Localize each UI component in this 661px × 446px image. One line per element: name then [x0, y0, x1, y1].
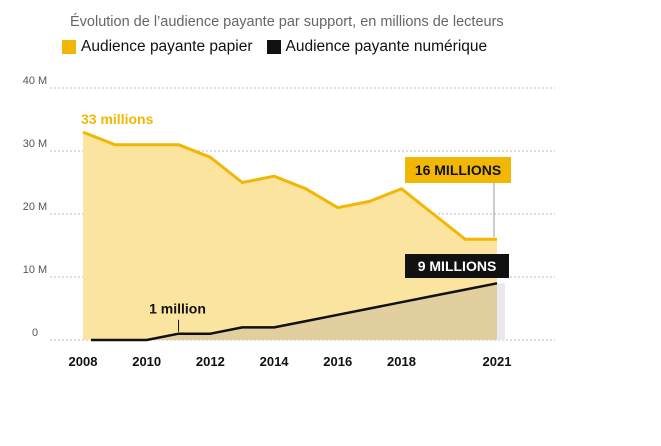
- area-digital: [83, 283, 497, 340]
- line-digital: [91, 282, 498, 342]
- y-tick-label-10: 10 M: [23, 264, 47, 276]
- x-tick-label-2018: 2018: [387, 354, 416, 369]
- annotation-box-paper-end: [405, 157, 511, 183]
- y-tick-label-30: 30 M: [23, 138, 47, 150]
- annotation-box-digital-end: [405, 254, 509, 278]
- annotation-paper-end: 16 MILLIONS: [415, 162, 501, 178]
- legend-item-digital: Audience payante numérique: [266, 38, 488, 56]
- x-tick-label-2016: 2016: [323, 354, 352, 369]
- y-tick-label-20: 20 M: [23, 201, 47, 213]
- x-tick-label-2012: 2012: [196, 354, 225, 369]
- y-tick-label-40: 40 M: [23, 75, 47, 87]
- annotation-digital-end: 9 MILLIONS: [418, 258, 497, 274]
- x-tick-label-2021: 2021: [483, 354, 512, 369]
- annotation-digital-start: 1 million: [149, 301, 206, 317]
- x-tick-label-2008: 2008: [69, 354, 98, 369]
- line-paper: [82, 130, 497, 241]
- legend-item-paper: Audience payante papier: [62, 38, 253, 56]
- legend: Audience payante papier Audience payante…: [62, 38, 501, 56]
- x-tick-label-2010: 2010: [132, 354, 161, 369]
- legend-swatch-paper: [62, 40, 76, 54]
- chart-subtitle: Évolution de l’audience payante par supp…: [70, 14, 504, 30]
- legend-label-paper: Audience payante papier: [81, 38, 253, 55]
- y-tick-label-0: 0: [32, 327, 38, 339]
- digital-extension-band: [497, 283, 505, 340]
- legend-label-digital: Audience payante numérique: [285, 38, 488, 55]
- x-tick-label-2014: 2014: [260, 354, 290, 369]
- annotation-paper-start: 33 millions: [81, 111, 154, 127]
- legend-swatch-digital: [266, 40, 281, 54]
- area-paper: [83, 132, 497, 340]
